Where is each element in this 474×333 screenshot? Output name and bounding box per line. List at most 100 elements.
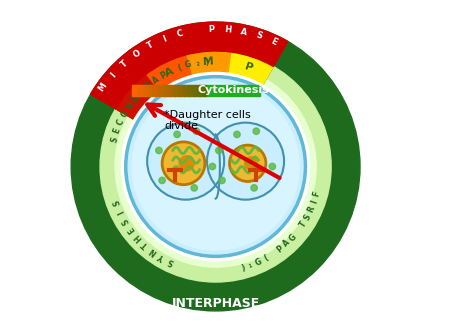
Circle shape <box>251 185 257 191</box>
Text: P: P <box>275 244 285 254</box>
Text: C: C <box>115 118 126 127</box>
Circle shape <box>155 147 162 154</box>
Text: T: T <box>119 59 129 69</box>
Text: O: O <box>119 109 130 119</box>
Text: G: G <box>184 60 192 70</box>
Text: S: S <box>255 31 263 41</box>
Text: A: A <box>239 27 247 37</box>
Bar <box>200 85 202 96</box>
Text: A: A <box>163 66 175 79</box>
Wedge shape <box>186 51 231 76</box>
Wedge shape <box>145 55 191 92</box>
Text: P: P <box>209 25 215 34</box>
Circle shape <box>269 163 275 170</box>
Bar <box>137 85 140 96</box>
Bar <box>194 85 197 96</box>
Text: E: E <box>269 37 278 47</box>
Wedge shape <box>116 75 158 120</box>
Circle shape <box>126 77 305 256</box>
Text: G: G <box>143 81 154 92</box>
Bar <box>162 85 164 96</box>
Text: ): ) <box>204 57 209 67</box>
Text: T: T <box>146 40 155 51</box>
Text: D: D <box>130 94 141 105</box>
Text: R: R <box>306 205 317 214</box>
Bar <box>192 85 194 96</box>
Bar <box>135 85 137 96</box>
Circle shape <box>234 131 240 138</box>
Bar <box>139 85 142 96</box>
Text: N: N <box>148 245 159 257</box>
Circle shape <box>245 157 257 169</box>
Circle shape <box>71 22 360 311</box>
Circle shape <box>159 177 165 183</box>
Bar <box>172 85 174 96</box>
Text: E: E <box>112 127 122 135</box>
Text: G: G <box>287 232 298 243</box>
Text: ): ) <box>240 263 246 272</box>
Circle shape <box>229 145 266 181</box>
Wedge shape <box>228 52 273 85</box>
Text: H: H <box>224 25 231 34</box>
Wedge shape <box>115 50 274 166</box>
Bar <box>147 85 150 96</box>
Text: S: S <box>121 216 131 225</box>
Text: A: A <box>282 238 292 249</box>
Bar <box>207 85 260 96</box>
Text: T: T <box>141 239 151 250</box>
Circle shape <box>121 72 310 261</box>
Bar <box>164 85 167 96</box>
Circle shape <box>162 142 205 185</box>
Text: S: S <box>109 136 119 143</box>
Bar <box>152 85 155 96</box>
Bar <box>149 85 152 96</box>
Circle shape <box>147 123 224 200</box>
Bar <box>142 85 145 96</box>
Bar <box>145 85 147 96</box>
Bar <box>174 85 177 96</box>
Text: *Daughter cells
divide: *Daughter cells divide <box>164 110 251 131</box>
Bar <box>157 85 160 96</box>
Text: M: M <box>203 57 215 67</box>
Text: I: I <box>109 71 117 79</box>
Text: S: S <box>167 256 176 267</box>
Text: I: I <box>117 208 126 215</box>
Bar <box>177 85 180 96</box>
Text: T: T <box>298 219 308 229</box>
Text: INTERPHASE: INTERPHASE <box>172 297 260 310</box>
Text: (: ( <box>263 253 270 263</box>
Bar <box>132 85 135 96</box>
Text: I: I <box>162 34 168 44</box>
Text: Cytokinesis: Cytokinesis <box>198 85 269 95</box>
Text: G: G <box>254 257 264 267</box>
Bar <box>190 85 192 96</box>
Circle shape <box>253 128 259 135</box>
Text: S: S <box>112 198 122 206</box>
Bar <box>179 85 182 96</box>
Circle shape <box>193 128 200 135</box>
Circle shape <box>219 177 225 183</box>
Circle shape <box>132 83 299 250</box>
Text: ₁: ₁ <box>248 260 254 270</box>
Circle shape <box>174 131 180 138</box>
Bar <box>187 85 190 96</box>
Text: P: P <box>244 61 255 73</box>
Circle shape <box>209 163 216 170</box>
Bar <box>159 85 162 96</box>
Bar <box>169 85 172 96</box>
Bar <box>184 85 187 96</box>
Bar <box>167 85 170 96</box>
Text: I: I <box>310 199 319 204</box>
Circle shape <box>100 51 331 282</box>
Text: ₂: ₂ <box>195 59 200 68</box>
Text: H: H <box>133 232 144 243</box>
Bar <box>155 85 157 96</box>
Circle shape <box>115 66 316 267</box>
Text: S: S <box>302 212 313 221</box>
Text: O: O <box>131 48 142 60</box>
Bar <box>204 85 207 96</box>
Text: Y: Y <box>157 251 167 262</box>
Text: F: F <box>312 190 322 197</box>
Text: T: T <box>130 91 143 104</box>
Circle shape <box>216 147 222 154</box>
